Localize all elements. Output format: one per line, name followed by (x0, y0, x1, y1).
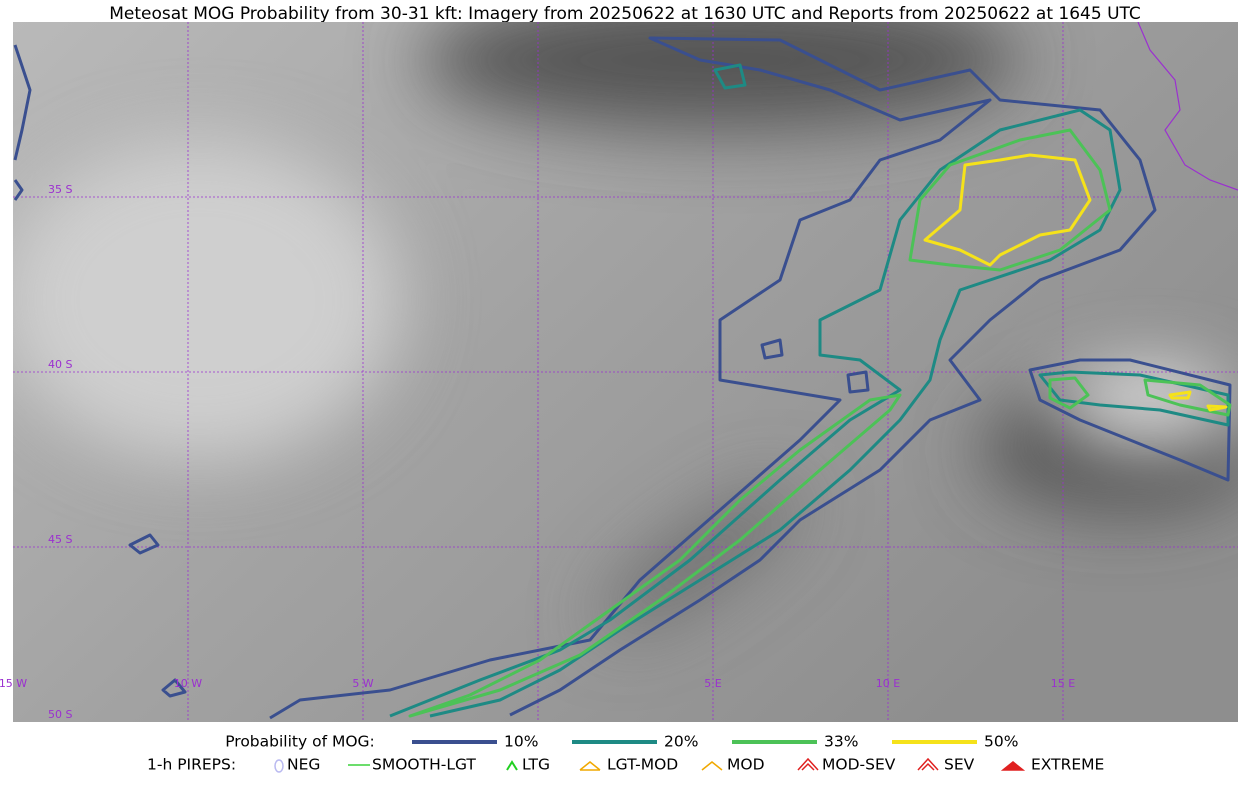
icon-sev (917, 757, 939, 771)
title: Meteosat MOG Probability from 30-31 kft:… (109, 4, 1141, 24)
legend-label: SEV (944, 756, 975, 774)
lon-label: 15 E (1051, 677, 1075, 690)
legend-label: 10% (504, 733, 538, 751)
lat-label: 45 S (48, 533, 72, 546)
legend-label: NEG (287, 756, 320, 774)
legend-title: Probability of MOG: (225, 733, 375, 751)
legend-label: MOD (727, 756, 765, 774)
legend-label: 50% (984, 733, 1018, 751)
legend-label: LGT-MOD (607, 756, 678, 774)
legend-label: SMOOTH-LGT (372, 756, 476, 774)
lon-label: 5 E (704, 677, 721, 690)
legend-label: 20% (664, 733, 698, 751)
contour-10 (13, 44, 1232, 698)
lon-label: 10 W (174, 677, 202, 690)
graticule (13, 22, 1238, 722)
lon-label: 10 E (876, 677, 900, 690)
icon-neg (274, 759, 284, 773)
icon-extreme (1000, 761, 1026, 771)
icon-ltg (506, 760, 518, 771)
legend-label: 33% (824, 733, 858, 751)
contour-50 (923, 153, 1228, 412)
coastline (1137, 22, 1238, 191)
lon-label: 5 W (352, 677, 373, 690)
legend-label: EXTREME (1031, 756, 1104, 774)
lat-label: 40 S (48, 358, 72, 371)
icon-mod (701, 761, 723, 771)
legend-label: MOD-SEV (822, 756, 896, 774)
lon-label: 15 W (0, 677, 27, 690)
lat-label: 35 S (48, 183, 72, 196)
contour-33 (408, 128, 1232, 718)
icon-mod-sev (797, 757, 819, 771)
lat-label: 50 S (48, 708, 72, 721)
icon-lgt-mod (579, 761, 601, 771)
pirep-icons (274, 757, 1026, 773)
legend-title: 1-h PIREPS: (147, 756, 236, 774)
contour-20 (389, 63, 1230, 718)
map (13, 22, 1238, 722)
legend-label: LTG (522, 756, 550, 774)
contour-10 (269, 36, 1157, 720)
legend: Probability of MOG: 1-h PIREPS: 10% 20% 33… (147, 733, 1104, 774)
